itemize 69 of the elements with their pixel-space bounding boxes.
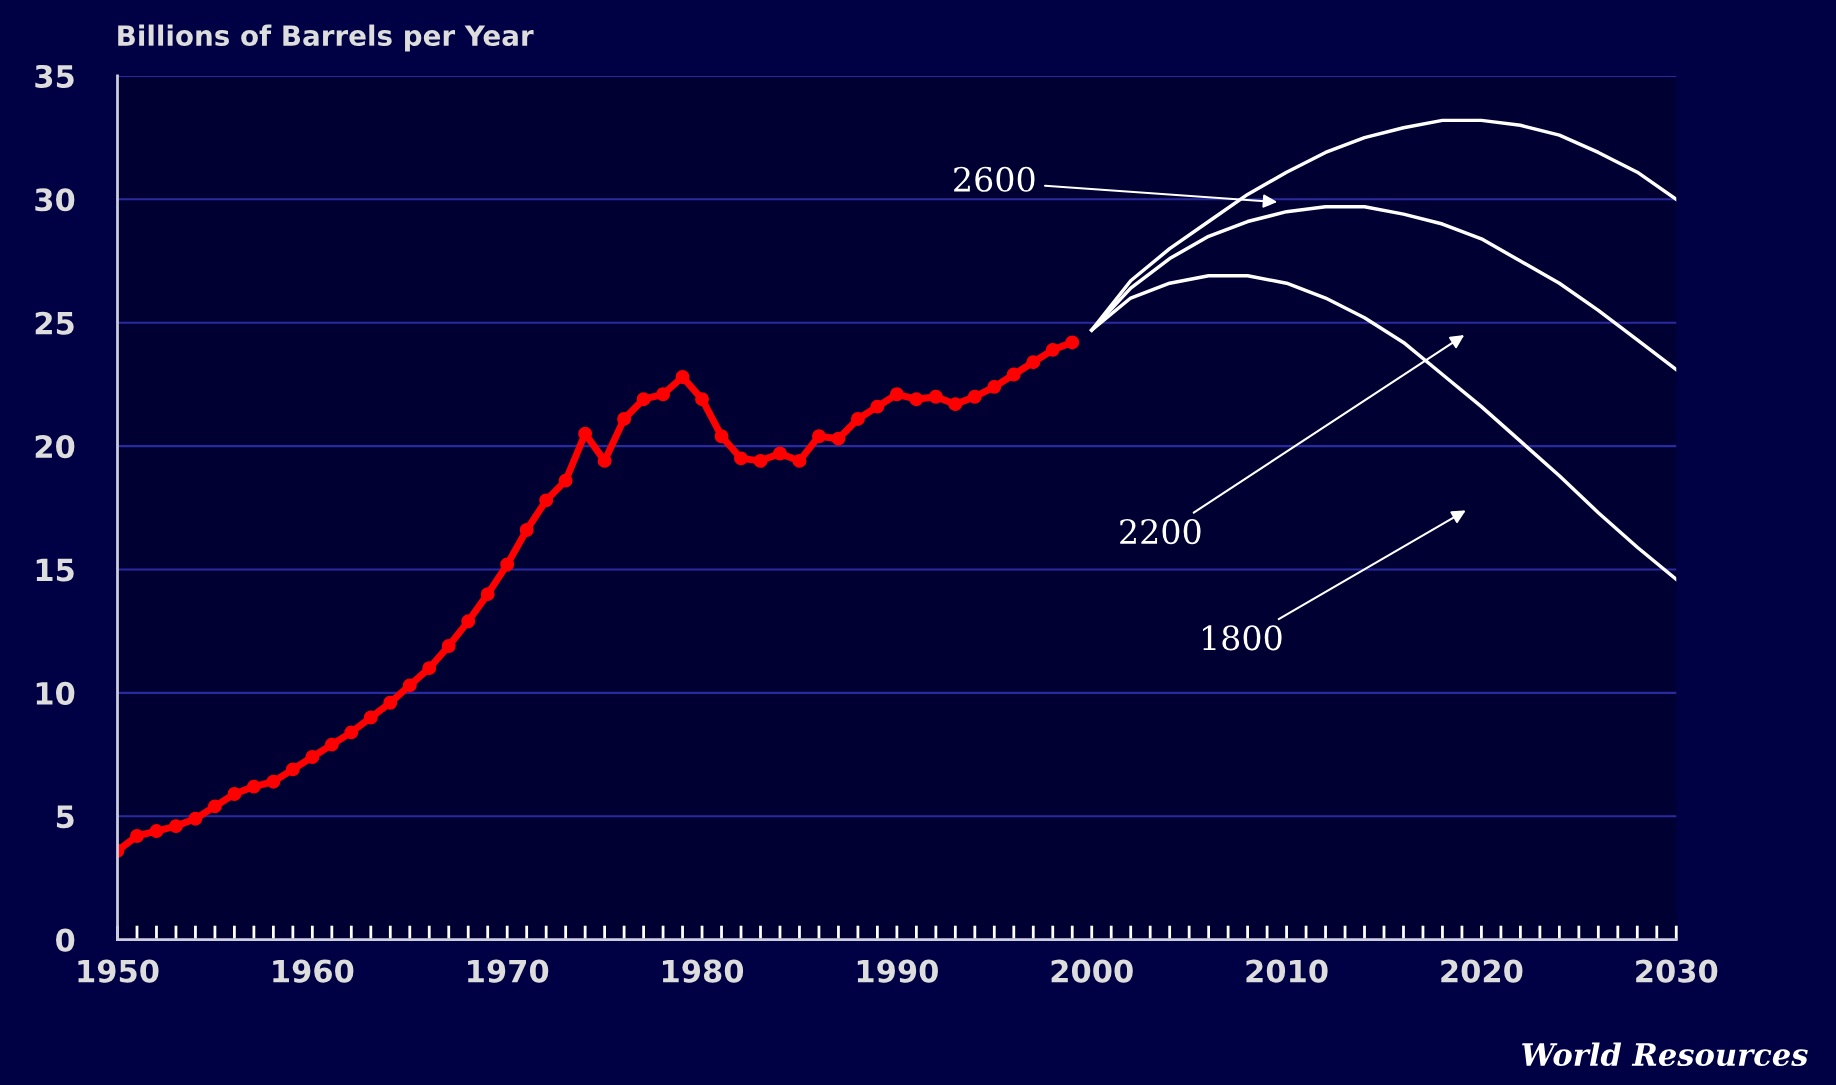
point xyxy=(422,661,437,676)
x-tick-label: 2030 xyxy=(1636,959,1718,983)
point xyxy=(461,614,476,629)
point xyxy=(1006,367,1021,382)
annotation: 1800 xyxy=(1203,625,1282,651)
point xyxy=(753,453,768,468)
point xyxy=(889,387,904,402)
point xyxy=(792,453,807,468)
point xyxy=(519,523,534,537)
x-tick-label: 1950 xyxy=(78,959,159,983)
text: World Resources xyxy=(1522,1042,1808,1067)
y-tick-label: 5 xyxy=(56,805,74,829)
point xyxy=(207,799,222,814)
point xyxy=(617,412,632,426)
point xyxy=(227,787,242,801)
point xyxy=(324,737,339,752)
point xyxy=(695,392,709,407)
point xyxy=(656,387,671,402)
point xyxy=(831,431,846,446)
y-axis-title: Billions of Barrels per Year xyxy=(118,24,534,52)
x-tick-label: 2010 xyxy=(1246,959,1328,983)
point xyxy=(305,750,320,764)
point xyxy=(812,429,826,444)
point xyxy=(285,762,300,777)
point xyxy=(441,639,456,653)
x-tick-label: 2020 xyxy=(1441,959,1523,983)
point xyxy=(383,695,398,710)
point xyxy=(539,493,554,508)
point xyxy=(1065,335,1080,350)
annotation: 2600 xyxy=(954,166,1035,192)
point xyxy=(363,710,378,725)
x-tick-label: 1980 xyxy=(662,959,744,983)
point xyxy=(480,587,495,602)
point xyxy=(266,774,281,789)
point xyxy=(149,824,164,838)
x-tick-label: 1960 xyxy=(273,959,354,983)
point xyxy=(169,819,183,834)
x-tick-label: 1990 xyxy=(857,959,938,983)
annotation: 2200 xyxy=(1120,519,1201,545)
point xyxy=(402,678,417,693)
y-tick-label: 0 xyxy=(56,928,75,952)
point xyxy=(188,811,203,826)
y-tick-label: 25 xyxy=(35,311,74,335)
point xyxy=(909,392,924,407)
x-tick-label: 1970 xyxy=(468,959,549,983)
point xyxy=(773,446,787,461)
y-tick-label: 35 xyxy=(35,64,74,88)
point xyxy=(734,451,748,466)
y-tick-label: 20 xyxy=(35,435,75,459)
x-tick-label: 2000 xyxy=(1051,959,1133,983)
point xyxy=(870,399,885,414)
point xyxy=(558,473,573,488)
point xyxy=(948,397,963,412)
point xyxy=(714,429,729,444)
point xyxy=(500,557,515,572)
point xyxy=(1045,342,1060,357)
y-tick-label: 15 xyxy=(36,558,74,582)
point xyxy=(1026,355,1041,370)
point xyxy=(967,389,982,404)
point xyxy=(344,725,359,740)
point xyxy=(675,370,690,384)
point xyxy=(928,389,943,404)
y-tick-label: 30 xyxy=(35,188,75,212)
y-tick-label: 10 xyxy=(36,681,75,705)
point xyxy=(130,829,144,843)
point xyxy=(636,392,651,407)
point xyxy=(246,779,261,794)
point xyxy=(850,412,865,426)
point xyxy=(987,379,1002,394)
